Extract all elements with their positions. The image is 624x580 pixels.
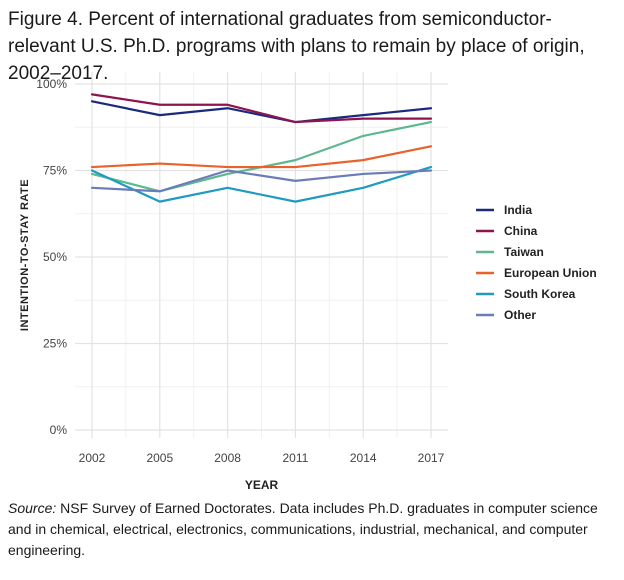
- x-tick-label: 2011: [282, 451, 308, 465]
- series-line-india: [90, 100, 433, 124]
- y-tick-label: 75%: [43, 164, 67, 178]
- x-tick-label: 2008: [214, 451, 241, 465]
- series-line-other: [90, 169, 433, 193]
- legend-label-other: Other: [504, 308, 536, 322]
- legend-label-south-korea: South Korea: [504, 287, 576, 301]
- x-tick-label: 2014: [350, 451, 377, 465]
- y-axis-title: INTENTION-TO-STAY RATE: [19, 179, 31, 331]
- x-tick-label: 2005: [146, 451, 173, 465]
- x-tick-label: 2002: [79, 451, 106, 465]
- legend-label-india: India: [504, 203, 532, 217]
- figure-title: Figure 4. Percent of international gradu…: [8, 9, 585, 84]
- y-tick-label: 50%: [43, 250, 67, 264]
- source-text: NSF Survey of Earned Doctorates. Data in…: [8, 500, 598, 558]
- legend-label-china: China: [504, 224, 538, 238]
- line-chart: 0% 25% 50% 75% 100% 2002 2005 2008 2011 2014 2017 Y…: [19, 72, 597, 492]
- y-tick-label: 25%: [43, 337, 67, 351]
- legend-label-european-union: European Union: [504, 266, 597, 280]
- y-tick-label: 0%: [50, 423, 68, 437]
- source-label: Source:: [8, 500, 57, 516]
- series-line-european-union: [90, 145, 433, 169]
- source-note: Source: NSF Survey of Earned Doctorates.…: [8, 498, 618, 561]
- legend-label-taiwan: Taiwan: [504, 245, 544, 259]
- y-tick-label: 100%: [36, 77, 67, 91]
- x-axis-title: YEAR: [245, 478, 279, 492]
- series-line-south-korea: [90, 165, 433, 203]
- series-line-china: [90, 93, 433, 124]
- x-tick-label: 2017: [418, 451, 445, 465]
